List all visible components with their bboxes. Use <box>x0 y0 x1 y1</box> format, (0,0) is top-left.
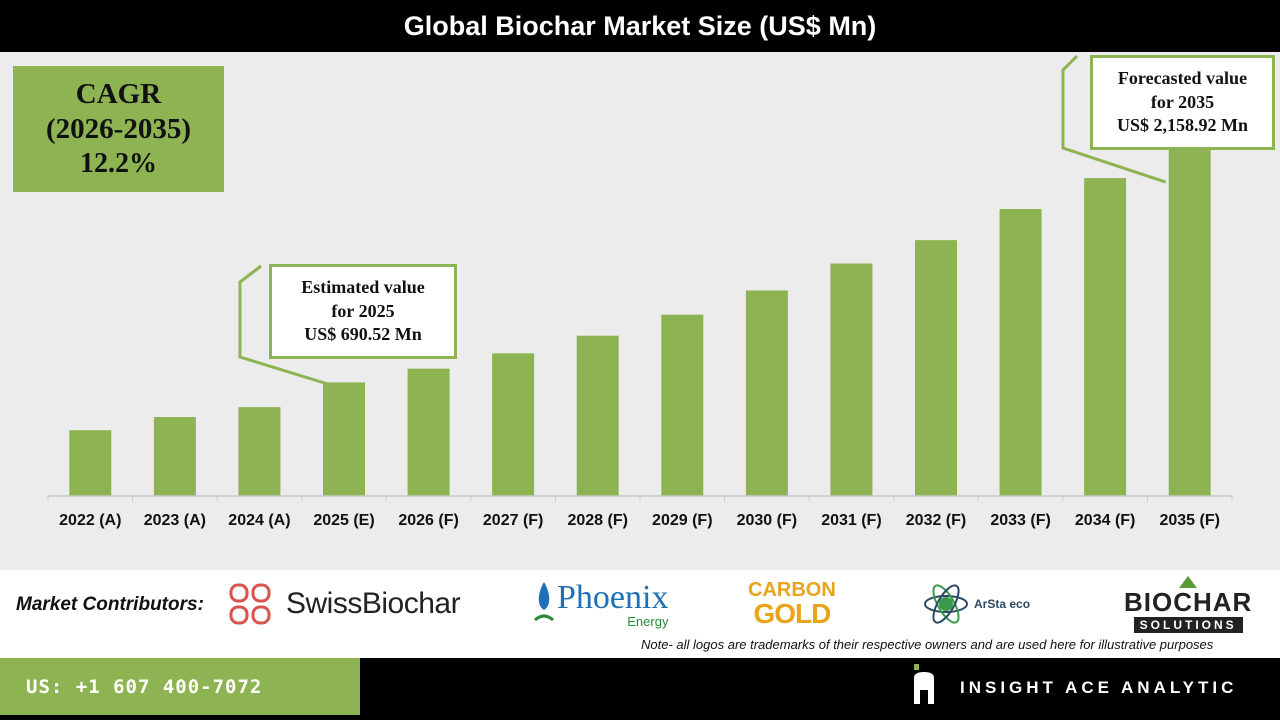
forecast-callout-value: US$ 2,158.92 Mn <box>1116 115 1248 136</box>
contributors-label: Market Contributors: <box>16 594 204 615</box>
biochar-solutions-logo: BIOCHAR SOLUTIONS <box>1124 574 1252 634</box>
x-tick-label-11: 2033 (F) <box>990 512 1050 529</box>
bar-6 <box>576 335 619 496</box>
carbon-gold-logo: CARBON GOLD <box>748 574 836 634</box>
x-tick-label-8: 2030 (F) <box>737 512 797 529</box>
gold-text: GOLD <box>753 598 831 629</box>
x-tick-label-7: 2029 (F) <box>652 512 712 529</box>
cagr-period: (2026-2035) <box>46 113 191 146</box>
x-axis-labels: 2022 (A) 2023 (A) 2024 (A) 2025 (E) 2026 (F)… <box>59 512 1220 529</box>
estimated-callout-value: US$ 690.52 Mn <box>304 324 422 345</box>
x-tick-label-10: 2032 (F) <box>906 512 966 529</box>
x-tick-label-4: 2026 (F) <box>398 512 458 529</box>
bar-7 <box>661 314 704 496</box>
biochar-text: BIOCHAR <box>1124 587 1253 617</box>
bar-3 <box>323 382 365 496</box>
swissbiochar-mark-icon <box>229 583 271 625</box>
forecast-callout-line1: Forecasted value <box>1117 68 1248 89</box>
phone-number: US: +1 607 400-7072 <box>0 658 360 715</box>
swissbiochar-logo: SwissBiochar <box>228 574 461 634</box>
cagr-box: CAGR (2026-2035) 12.2% <box>13 66 224 192</box>
forecast-callout-line2: for 2035 <box>1150 91 1215 112</box>
bar-8 <box>745 290 788 496</box>
bar-1 <box>153 417 196 496</box>
bar-0 <box>69 430 112 496</box>
x-axis-ticks <box>47 496 1233 501</box>
phoenix-energy-text: Energy <box>627 613 669 629</box>
carbon-text: CARBON <box>748 579 836 601</box>
x-tick-label-12: 2034 (F) <box>1075 512 1135 529</box>
market-contributors: Market Contributors: SwissBiochar Phoeni… <box>0 570 1280 658</box>
biochar-leaf-icon <box>1179 576 1198 588</box>
phoenix-energy-logo: Phoenix Energy <box>533 574 668 634</box>
brand-name: INSIGHT ACE ANALYTIC <box>960 678 1238 697</box>
arsta-atom-icon <box>924 584 968 624</box>
forecast-value-callout: Forecasted value for 2035 US$ 2,158.92 M… <box>1090 55 1275 150</box>
x-tick-label-3: 2025 (E) <box>313 512 374 529</box>
forecast-callout-connector <box>1061 54 1167 184</box>
chart-area: 2022 (A) 2023 (A) 2024 (A) 2025 (E) 2026 (F)… <box>0 52 1280 570</box>
bar-2 <box>238 407 281 496</box>
chart-title: Global Biochar Market Size (US$ Mn) <box>0 0 1280 52</box>
cagr-label: CAGR <box>75 78 162 111</box>
estimated-callout-line2: for 2025 <box>331 300 395 321</box>
phoenix-flame-icon <box>534 582 554 622</box>
bar-11 <box>999 209 1042 497</box>
x-tick-label-1: 2023 (A) <box>144 512 206 529</box>
bar-9 <box>830 263 873 496</box>
footer: US: +1 607 400-7072 INSIGHT ACE ANALYTIC <box>0 658 1280 720</box>
x-tick-label-0: 2022 (A) <box>59 512 121 529</box>
bars <box>69 140 1211 497</box>
estimated-callout-line1: Estimated value <box>301 277 425 298</box>
bar-10 <box>915 240 957 496</box>
bar-12 <box>1084 178 1127 496</box>
insight-ace-logo-icon <box>914 664 934 704</box>
estimated-callout-connector <box>238 264 343 390</box>
bar-chart: 2022 (A) 2023 (A) 2024 (A) 2025 (E) 2026 (F)… <box>47 54 1233 529</box>
trademark-note: Note- all logos are trademarks of their … <box>641 637 1214 652</box>
callout-connectors <box>238 54 1167 390</box>
bar-5 <box>492 353 535 496</box>
arsta-eco-logo: ArSta eco <box>922 574 1030 634</box>
bar-13 <box>1168 140 1211 496</box>
cagr-value: 12.2% <box>80 148 157 179</box>
swissbiochar-text: SwissBiochar <box>286 587 461 620</box>
solutions-text: SOLUTIONS <box>1133 617 1243 633</box>
phoenix-text: Phoenix <box>557 578 669 616</box>
x-tick-label-13: 2035 (F) <box>1159 512 1219 529</box>
arsta-text: ArSta eco <box>974 597 1031 611</box>
bar-4 <box>407 368 450 496</box>
x-tick-label-9: 2031 (F) <box>821 512 881 529</box>
x-tick-label-6: 2028 (F) <box>567 512 627 529</box>
x-tick-label-5: 2027 (F) <box>483 512 543 529</box>
estimated-value-callout: Estimated value for 2025 US$ 690.52 Mn <box>269 264 457 359</box>
x-tick-label-2: 2024 (A) <box>228 512 290 529</box>
